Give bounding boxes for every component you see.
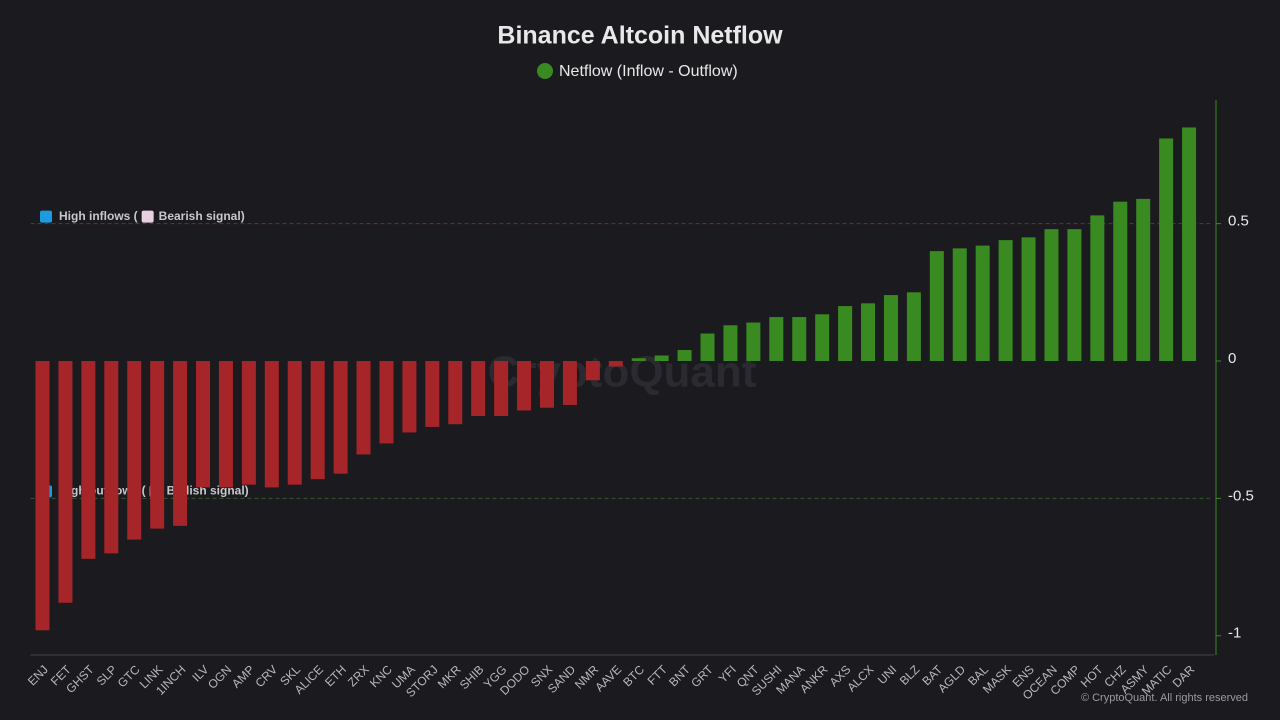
- bar: [861, 303, 876, 362]
- bar: [1090, 215, 1105, 362]
- bar: [1136, 198, 1151, 362]
- bar: [471, 361, 486, 416]
- threshold-signal: Bearish signal): [159, 209, 245, 223]
- x-tick-label: ZRX: [345, 662, 372, 689]
- bar: [1159, 138, 1174, 362]
- bar: [815, 314, 830, 362]
- y-tick-label: 0: [1228, 350, 1236, 367]
- bar: [196, 361, 211, 488]
- bar: [585, 361, 600, 381]
- bar: [562, 361, 577, 405]
- bar: [1113, 201, 1128, 362]
- bar: [998, 240, 1013, 362]
- x-tick-label: AAVE: [592, 662, 624, 694]
- x-tick-label: SLP: [94, 662, 120, 688]
- bar: [654, 355, 669, 362]
- icon: [40, 210, 52, 223]
- bar: [1044, 229, 1059, 362]
- bar: [333, 361, 348, 474]
- bar: [677, 350, 692, 362]
- x-tick-label: KNC: [367, 662, 395, 690]
- bar: [494, 361, 509, 416]
- bar: [975, 245, 990, 362]
- bar: [58, 361, 73, 603]
- bar: [792, 317, 807, 362]
- bar: [700, 333, 715, 362]
- bar: [1067, 229, 1082, 362]
- bar: [1021, 237, 1036, 362]
- bar: [1182, 127, 1197, 362]
- bar: [150, 361, 165, 529]
- icon: [141, 210, 154, 223]
- x-tick-label: AMP: [229, 662, 257, 690]
- bar: [356, 361, 371, 455]
- chart-title: Binance Altcoin Netflow: [497, 22, 783, 50]
- y-tick-label: 0.5: [1228, 213, 1249, 230]
- x-tick-label: MKR: [435, 662, 464, 691]
- bar: [608, 361, 623, 367]
- bar: [81, 361, 96, 559]
- x-tick-label: OGN: [205, 662, 234, 691]
- bar: [539, 361, 554, 408]
- x-tick-label: FTT: [645, 662, 671, 688]
- bar: [883, 295, 898, 362]
- bar: [287, 361, 302, 485]
- bar: [310, 361, 325, 480]
- x-tick-label: BTC: [620, 662, 647, 689]
- x-tick-label: BLZ: [897, 662, 922, 687]
- bar: [929, 251, 944, 362]
- legend-label[interactable]: Netflow (Inflow - Outflow): [559, 63, 738, 80]
- bar: [769, 317, 784, 362]
- x-tick-label: AGLD: [935, 662, 968, 695]
- x-tick-label: DAR: [1170, 662, 1198, 690]
- bar: [448, 361, 463, 425]
- bar: [104, 361, 119, 554]
- x-tick-label: ALCX: [844, 662, 876, 694]
- bar: [952, 248, 967, 362]
- x-tick-label: SHIB: [457, 662, 487, 692]
- x-tick-label: BNT: [666, 662, 693, 689]
- bar: [379, 361, 394, 444]
- bar: [402, 361, 417, 433]
- legend-swatch: [537, 63, 553, 79]
- y-tick-label: -1: [1228, 625, 1241, 642]
- bar: [906, 292, 921, 362]
- bar: [173, 361, 188, 526]
- y-tick-label: -0.5: [1228, 487, 1254, 504]
- x-tick-label: CRV: [253, 662, 281, 690]
- threshold-label: High outflows (: [59, 484, 146, 498]
- copyright: © CryptoQuant. All rights reserved: [1081, 692, 1248, 704]
- bar: [264, 361, 279, 488]
- bar: [218, 361, 233, 488]
- bar: [425, 361, 440, 427]
- x-tick-label: ENJ: [25, 662, 51, 688]
- x-tick-label: UNI: [875, 662, 900, 687]
- x-tick-label: GTC: [115, 662, 143, 690]
- bar: [723, 325, 738, 362]
- bar: [35, 361, 50, 631]
- x-tick-label: ETH: [322, 662, 349, 689]
- bar: [838, 306, 853, 362]
- threshold-label: High inflows (: [59, 209, 138, 223]
- bar: [517, 361, 532, 411]
- bar: [127, 361, 142, 540]
- bar: [746, 322, 761, 362]
- x-tick-label: GRT: [688, 662, 716, 690]
- x-tick-label: HOT: [1078, 662, 1106, 690]
- bar: [631, 358, 646, 362]
- bar: [241, 361, 256, 485]
